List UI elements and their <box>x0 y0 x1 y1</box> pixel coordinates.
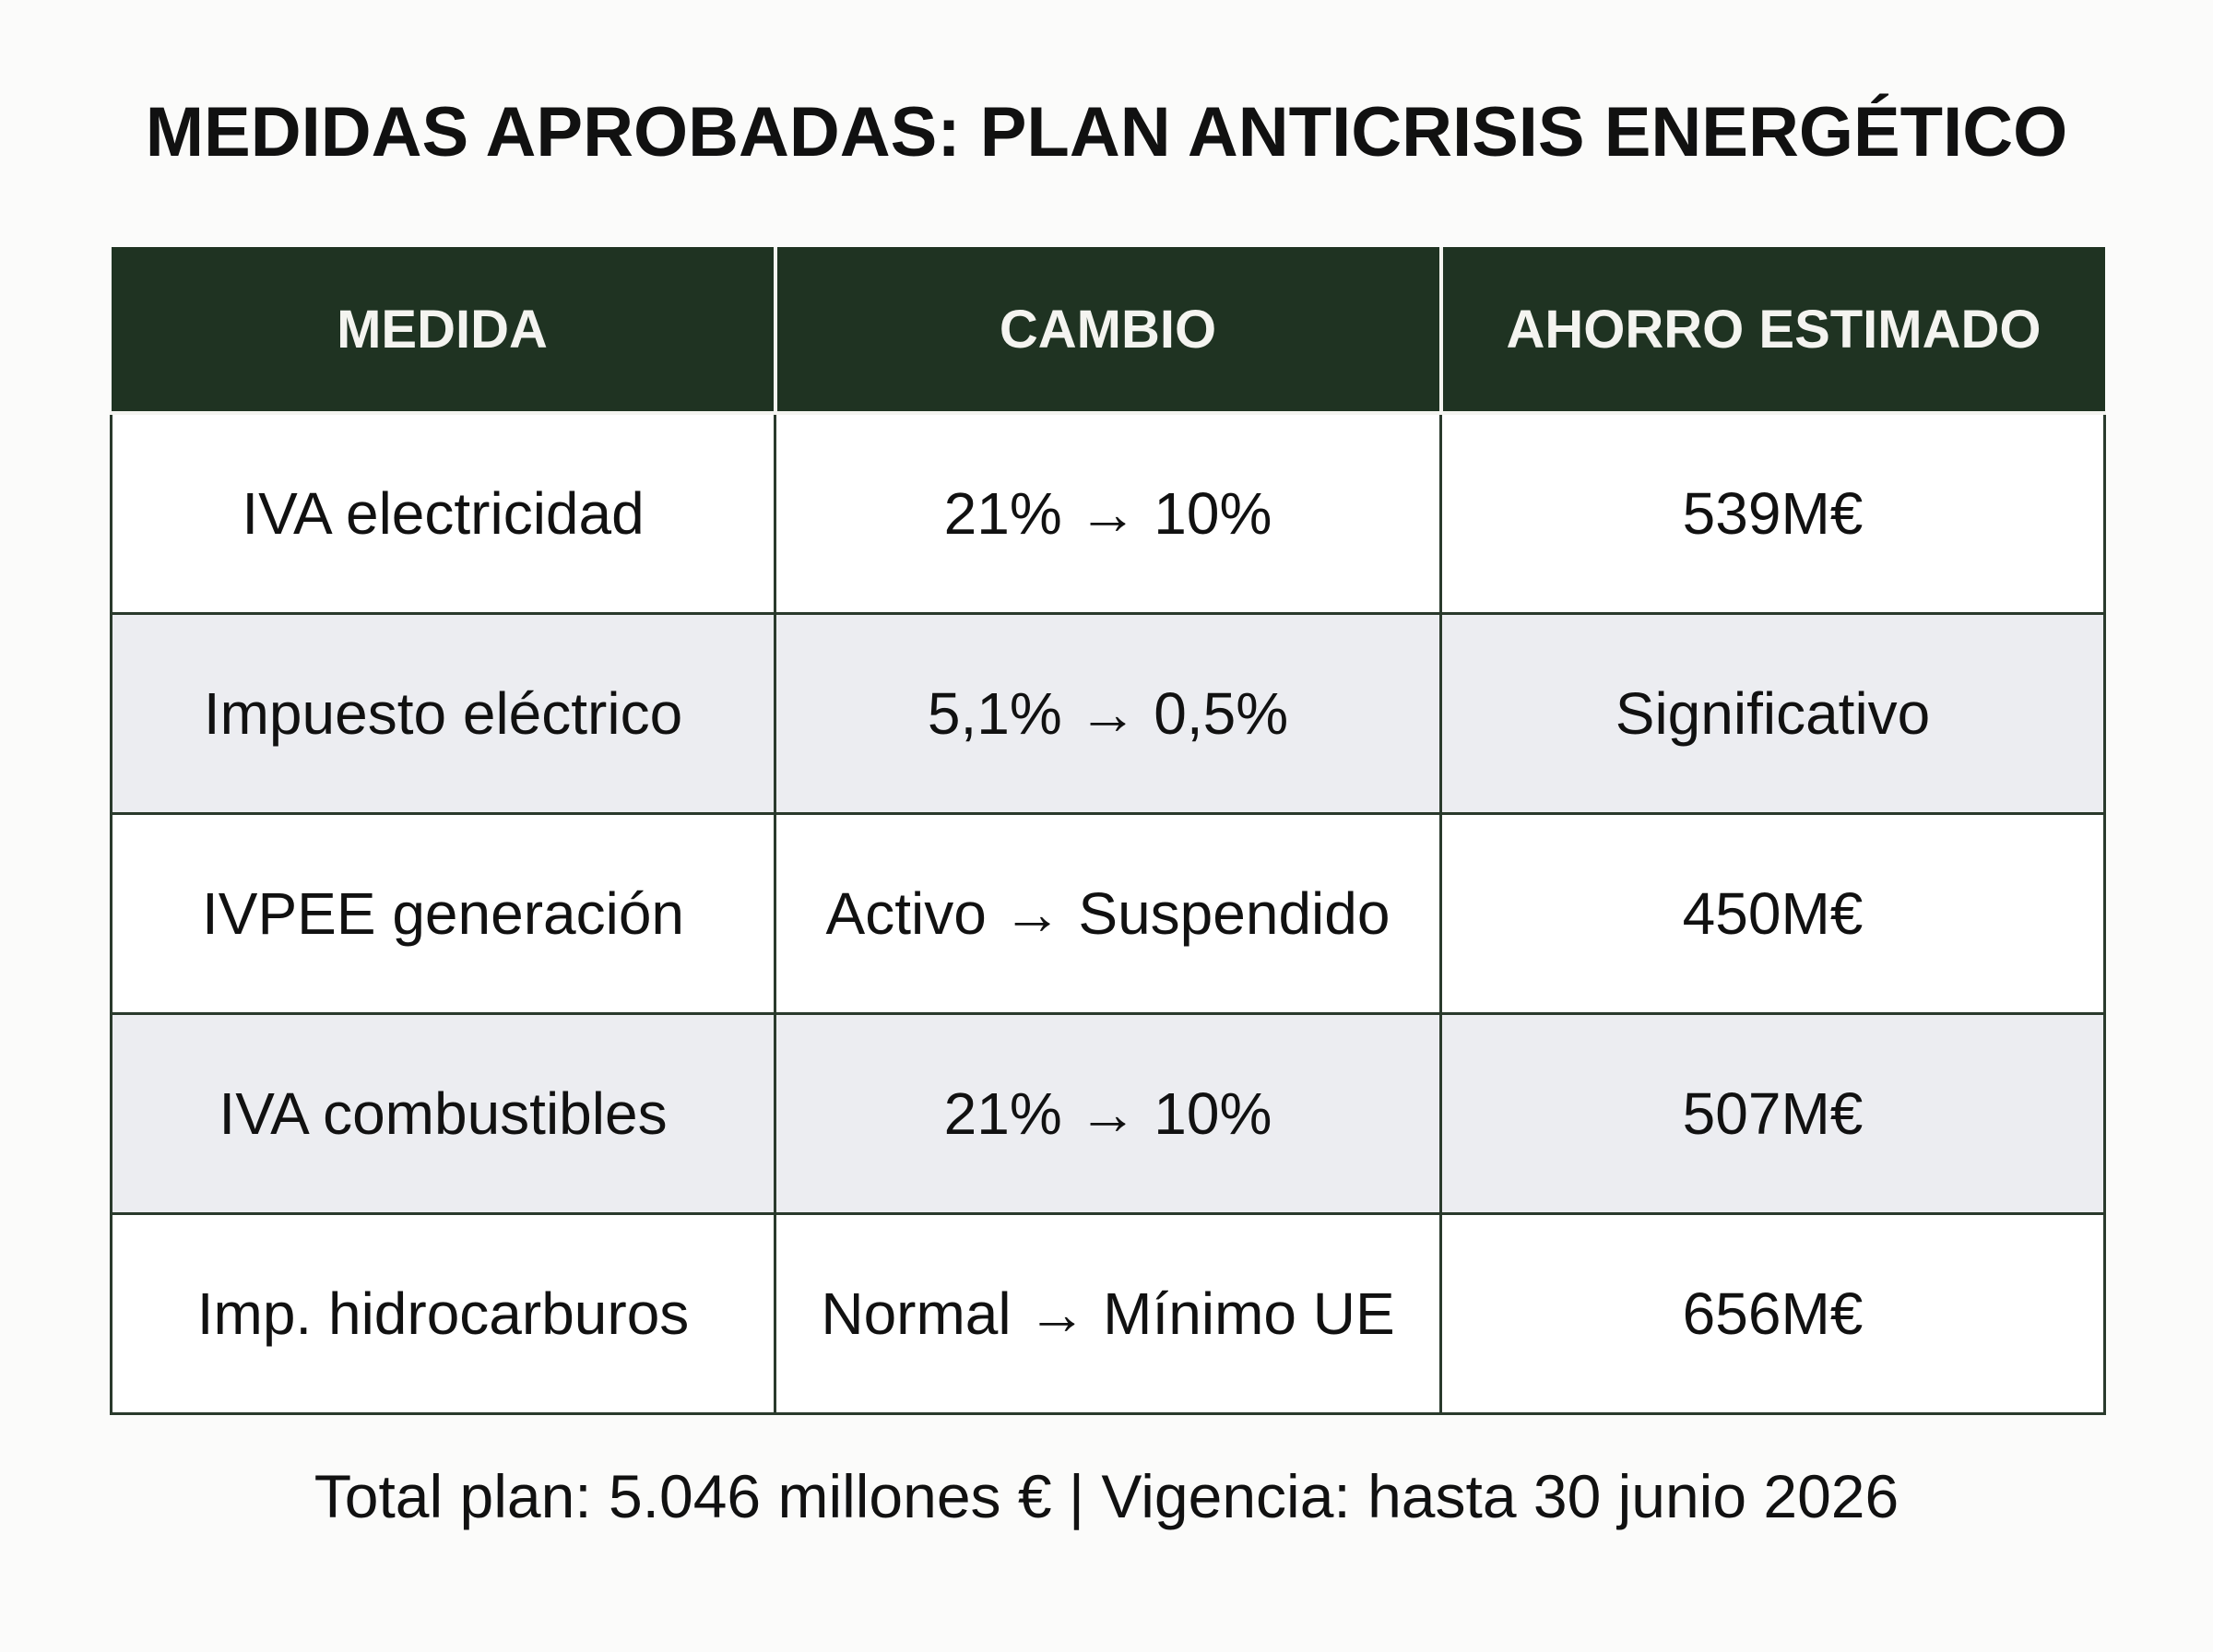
table-row: IVA electricidad 21% → 10% 539M€ <box>110 411 2106 615</box>
table-row: IVA combustibles 21% → 10% 507M€ <box>110 1012 2106 1215</box>
header-ahorro: AHORRO ESTIMADO <box>1440 247 2105 415</box>
cell-medida: IVA combustibles <box>110 1012 776 1215</box>
cell-cambio: 5,1% → 0,5% <box>774 612 1442 815</box>
cell-cambio: 21% → 10% <box>774 1012 1442 1215</box>
cell-medida: IVPEE generación <box>110 812 776 1015</box>
cell-cambio: Activo → Suspendido <box>774 812 1442 1015</box>
table-row: Impuesto eléctrico 5,1% → 0,5% Significa… <box>110 612 2106 815</box>
cell-ahorro: 539M€ <box>1439 411 2106 615</box>
cell-ahorro: 507M€ <box>1439 1012 2106 1215</box>
cell-cambio: 21% → 10% <box>774 411 1442 615</box>
table-header-row: MEDIDA CAMBIO AHORRO ESTIMADO <box>111 247 2105 415</box>
cell-medida: IVA electricidad <box>110 411 776 615</box>
cell-ahorro: 450M€ <box>1439 812 2106 1015</box>
cell-medida: Impuesto eléctrico <box>110 612 776 815</box>
header-cambio: CAMBIO <box>775 247 1443 415</box>
page-title: MEDIDAS APROBADAS: PLAN ANTICRISIS ENERG… <box>145 93 2068 171</box>
table-row: IVPEE generación Activo → Suspendido 450… <box>110 812 2106 1015</box>
cell-cambio: Normal → Mínimo UE <box>774 1212 1442 1415</box>
header-medida: MEDIDA <box>111 247 777 415</box>
footer-note: Total plan: 5.046 millones € | Vigencia:… <box>314 1462 1899 1530</box>
cell-medida: Imp. hidrocarburos <box>110 1212 776 1415</box>
table-row: Imp. hidrocarburos Normal → Mínimo UE 65… <box>110 1212 2106 1415</box>
cell-ahorro: 656M€ <box>1439 1212 2106 1415</box>
measures-table: MEDIDA CAMBIO AHORRO ESTIMADO IVA electr… <box>110 247 2106 1415</box>
cell-ahorro: Significativo <box>1439 612 2106 815</box>
